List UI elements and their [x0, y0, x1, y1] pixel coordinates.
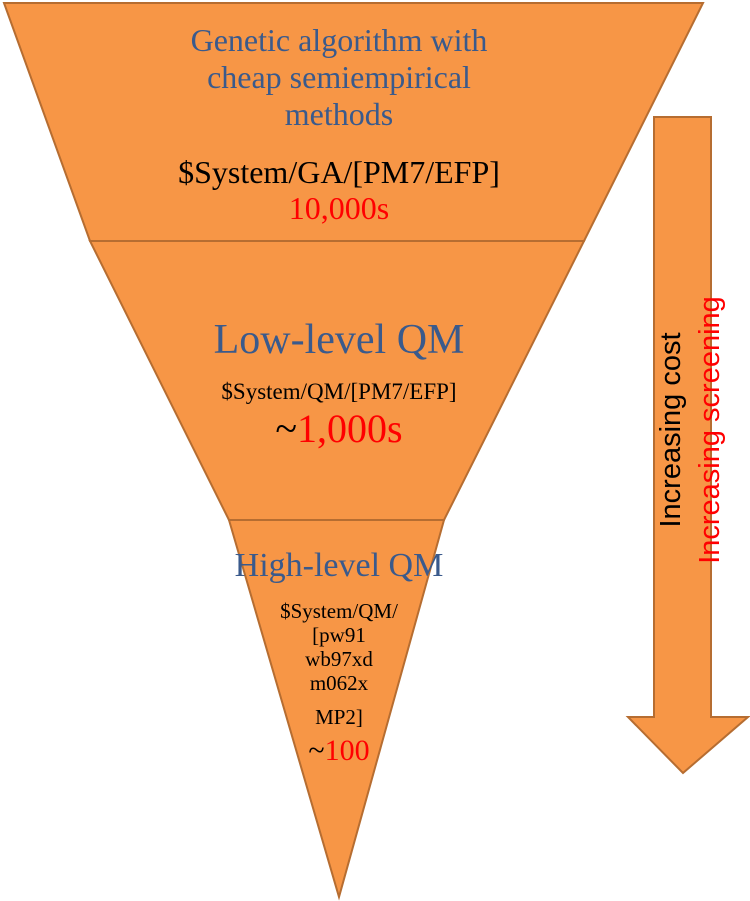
- tier-2-method: $System/QM/[PM7/EFP]: [221, 379, 456, 404]
- increasing-screening-label: Increasing screening: [694, 296, 726, 564]
- tier-2-count-prefix: ~: [275, 406, 297, 451]
- tier-3-method-line-2: [pw91: [312, 623, 366, 647]
- tier-2-title: Low-level QM: [214, 317, 465, 363]
- tier-3-count-value: 100: [325, 734, 370, 767]
- down-arrow: Increasing cost Increasing screening: [625, 116, 750, 775]
- tier-3-method-line-5: MP2]: [315, 705, 363, 729]
- tier-2-text: Low-level QM $System/QM/[PM7/EFP] ~1,000…: [214, 317, 465, 451]
- tier-3-method-line-4: m062x: [310, 671, 369, 695]
- tier-1-title-line-1: Genetic algorithm with: [191, 22, 488, 58]
- tier-2-count-value: 1,000s: [297, 406, 403, 451]
- tier-1-count-value: 10,000s: [289, 190, 389, 226]
- funnel-tier-3-shape: [227, 519, 446, 901]
- tier-1-method: $System/GA/[PM7/EFP]: [178, 154, 500, 190]
- tier-1-title-line-3: methods: [285, 96, 393, 132]
- down-arrow-icon: [625, 116, 750, 775]
- tier-1-text: Genetic algorithm with cheap semiempiric…: [178, 22, 500, 226]
- tier-1-count: 10,000s: [289, 190, 389, 226]
- funnel: [2, 2, 705, 901]
- tier-2-count: ~1,000s: [275, 406, 402, 451]
- tier-3-count: ~100: [308, 734, 369, 767]
- tier-3-method-line-3: wb97xd: [305, 647, 373, 671]
- increasing-cost-label: Increasing cost: [655, 332, 687, 527]
- tier-3-method-line-1: $System/QM/: [280, 599, 398, 623]
- tier-1-title-line-2: cheap semiempirical: [207, 59, 471, 95]
- tier-3-title: High-level QM: [235, 547, 444, 584]
- tier-3-text: High-level QM $System/QM/ [pw91 wb97xd m…: [235, 547, 444, 767]
- tier-3-count-prefix: ~: [308, 734, 324, 767]
